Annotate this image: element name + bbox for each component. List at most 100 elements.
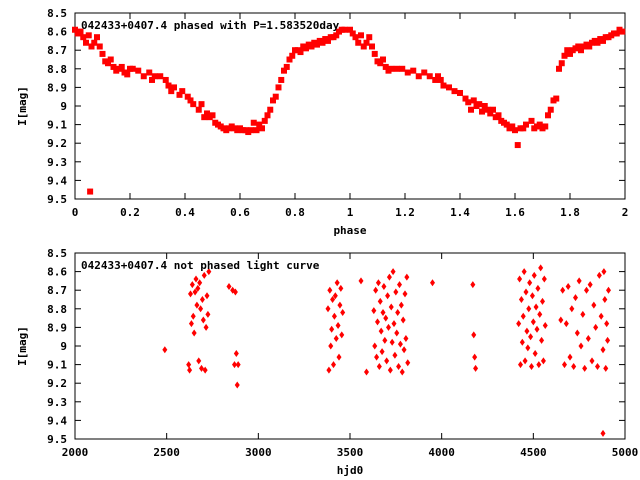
bottom-data-point — [381, 282, 387, 290]
bottom-data-point — [189, 281, 195, 289]
bottom-data-point — [542, 322, 548, 330]
top-data-point — [190, 101, 197, 108]
bottom-data-point — [538, 264, 544, 272]
bottom-data-point — [471, 331, 477, 339]
bottom-data-point — [529, 292, 535, 300]
top-y-axis-label: I[mag] — [16, 86, 29, 126]
top-data-point — [440, 82, 447, 89]
top-data-point — [476, 101, 483, 108]
bottom-x-tick-label: 3000 — [245, 446, 272, 459]
bottom-data-points — [162, 264, 611, 437]
bottom-data-point — [533, 303, 539, 311]
top-data-point — [410, 67, 417, 74]
top-data-point — [553, 95, 560, 102]
bottom-data-point — [335, 322, 341, 330]
bottom-data-point — [378, 327, 384, 335]
bottom-data-point — [205, 310, 211, 318]
bottom-x-tick-label: 4500 — [520, 446, 547, 459]
top-data-point — [171, 84, 177, 91]
bottom-data-point — [226, 282, 232, 290]
top-x-tick-label: 0.4 — [175, 206, 195, 219]
bottom-data-point — [584, 286, 589, 294]
bottom-data-point — [325, 305, 331, 313]
bottom-data-point — [202, 366, 208, 374]
top-data-point — [479, 108, 485, 115]
bottom-data-point — [532, 349, 538, 357]
top-data-point — [272, 93, 279, 100]
top-data-point — [129, 65, 136, 72]
bottom-data-point — [405, 359, 411, 367]
bottom-data-point — [330, 296, 336, 303]
bottom-y-tick-label: 8.9 — [47, 321, 67, 334]
bottom-x-axis-label: hjd0 — [337, 464, 364, 477]
top-data-point — [393, 65, 400, 72]
top-y-tick-label: 8.5 — [47, 7, 67, 20]
bottom-data-point — [518, 361, 523, 369]
top-y-tick-label: 9.1 — [47, 119, 67, 132]
unphased-light-curve-panel: 8.5 8.6 8.7 8.8 8.9 9 9.1 9.2 9.3 9.4 9.5 2000 2500… — [16, 247, 638, 477]
top-data-point — [264, 112, 271, 119]
top-data-point — [303, 45, 309, 52]
top-data-point — [567, 50, 573, 57]
bottom-data-point — [560, 286, 566, 294]
bottom-data-point — [232, 361, 237, 369]
top-data-point — [363, 39, 370, 46]
bottom-x-tick-label: 4000 — [428, 446, 455, 459]
top-data-point — [578, 47, 584, 54]
top-data-point — [162, 76, 169, 83]
bottom-data-point — [234, 381, 240, 389]
phased-light-curve-panel: 8.58.68.78.88.999.19.29.39.49.5 0 0.2 0.4 0… — [16, 7, 628, 237]
top-data-point — [201, 114, 208, 121]
top-data-point — [168, 88, 175, 95]
bottom-y-tick-label: 9.3 — [47, 396, 67, 409]
bottom-data-point — [567, 353, 573, 361]
top-data-point — [85, 32, 92, 39]
bottom-data-point — [580, 310, 586, 318]
bottom-data-point — [373, 286, 379, 294]
top-data-point — [600, 37, 606, 44]
bottom-data-point — [380, 309, 386, 317]
top-data-point — [399, 65, 406, 72]
bottom-data-point — [593, 323, 599, 331]
bottom-data-point — [377, 297, 383, 305]
bottom-data-point — [387, 366, 393, 374]
top-data-point — [140, 73, 147, 80]
top-data-point — [380, 56, 386, 63]
top-data-point — [528, 117, 535, 124]
top-x-axis-label: phase — [333, 224, 366, 237]
top-data-point — [377, 60, 384, 67]
top-data-point — [613, 30, 620, 37]
bottom-data-point — [537, 310, 543, 318]
top-data-point — [470, 97, 477, 104]
top-data-point — [556, 65, 562, 72]
bottom-data-point — [558, 316, 564, 324]
bottom-data-point — [589, 357, 595, 365]
bottom-data-point — [384, 357, 390, 365]
bottom-data-point — [401, 346, 407, 354]
bottom-data-point — [331, 361, 336, 369]
top-data-point — [176, 91, 183, 98]
top-data-point — [308, 43, 315, 50]
bottom-data-point — [598, 312, 604, 320]
top-data-point — [286, 56, 293, 63]
top-data-point — [72, 26, 78, 33]
top-data-point — [91, 39, 98, 46]
bottom-data-point — [400, 316, 406, 324]
top-data-point — [481, 103, 488, 109]
bottom-data-point — [382, 336, 388, 344]
top-data-point — [547, 106, 554, 113]
top-data-point — [369, 43, 375, 50]
top-data-point — [561, 52, 568, 59]
bottom-data-point — [582, 364, 588, 372]
bottom-data-point — [399, 368, 405, 376]
top-data-point — [333, 32, 340, 39]
bottom-data-point — [193, 275, 199, 283]
bottom-data-point — [600, 429, 606, 437]
bottom-data-point — [563, 320, 569, 328]
top-data-point — [105, 60, 111, 67]
top-x-tick-label: 1.8 — [560, 206, 580, 219]
top-data-point — [270, 97, 276, 104]
top-y-axis-ticks: 8.5 8.6 8.7 8.8 8.9 9 9.1 9.2 9.3 9.4 9.5 — [47, 7, 625, 206]
bottom-data-point — [527, 279, 533, 287]
